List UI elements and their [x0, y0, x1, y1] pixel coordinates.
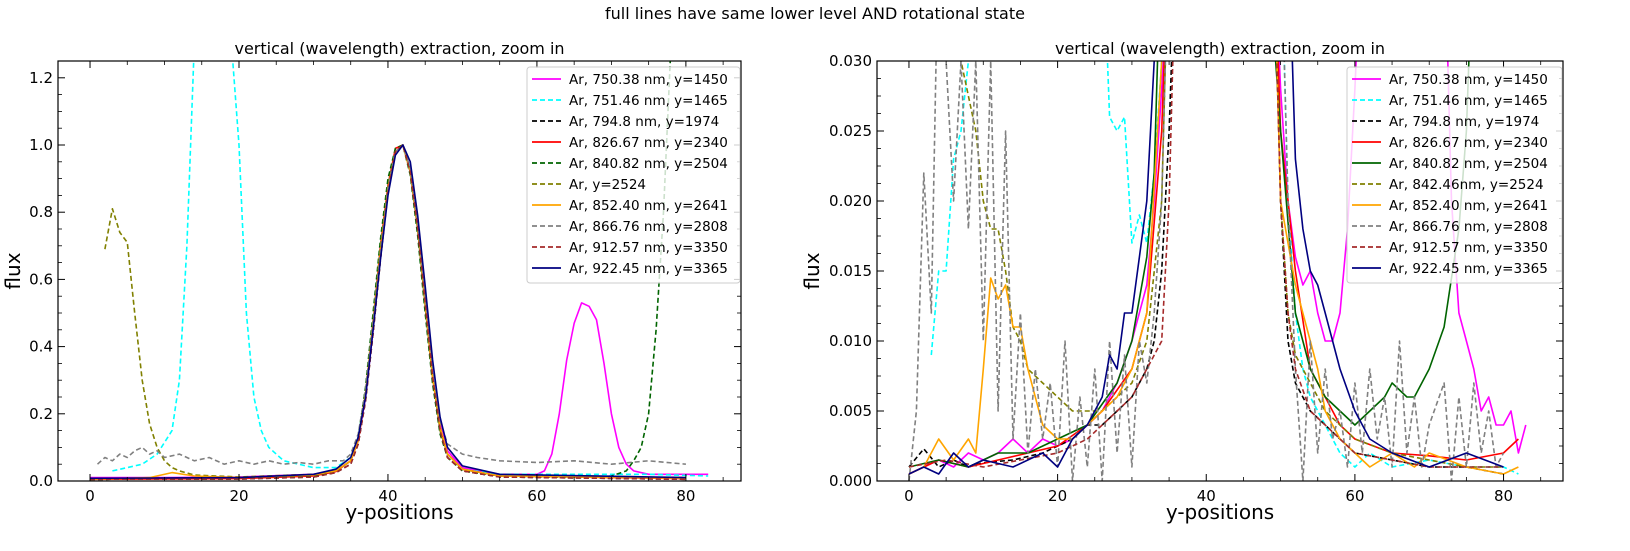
series-line-8	[96, 144, 686, 465]
legend-label: Ar, 852.40 nm, y=2641	[569, 198, 728, 214]
series-group	[908, 61, 1527, 481]
y-tick-label: 1.2	[29, 69, 53, 87]
legend-label: Ar, 922.45 nm, y=3365	[1389, 261, 1548, 277]
legend-label: Ar, 751.46 nm, y=1465	[569, 93, 728, 109]
series-line-6	[960, 61, 1504, 468]
series-line-10	[89, 144, 686, 480]
x-tick-label: 0	[904, 487, 914, 505]
legend-label: Ar, 751.46 nm, y=1465	[1389, 93, 1548, 109]
x-tick-label: 20	[1048, 487, 1067, 505]
axes-frame	[57, 60, 742, 482]
series-line-5	[908, 61, 1470, 468]
legend-label: Ar, 826.67 nm, y=2340	[569, 135, 728, 151]
legend-label: Ar, y=2524	[569, 177, 646, 193]
legend-label: Ar, 842.46nm, y=2524	[1389, 177, 1544, 193]
y-tick-label: 0.0	[29, 472, 53, 490]
y-tick-label: 0.020	[829, 192, 872, 210]
legend-label: Ar, 852.40 nm, y=2641	[1389, 198, 1548, 214]
legend-label: Ar, 840.82 nm, y=2504	[1389, 156, 1548, 172]
y-tick-label: 0.015	[829, 262, 872, 280]
y-axis-label: flux	[800, 252, 824, 289]
legend: Ar, 750.38 nm, y=1450 Ar, 751.46 nm, y=14…	[1346, 66, 1563, 284]
subplot-1: 0 20 40 60 80 0.0 0.2 0.4 0.6 0.8 1.0 1.2 vertical (…	[1, 39, 742, 524]
subplot-title: vertical (wavelength) extraction, zoom i…	[234, 39, 564, 58]
series-line-7	[908, 61, 1519, 475]
x-tick-label: 80	[1494, 487, 1513, 505]
series-group	[89, 61, 709, 481]
y-tick-label: 0.030	[829, 52, 872, 70]
x-tick-label: 80	[676, 487, 695, 505]
x-tick-label: 60	[1345, 487, 1364, 505]
series-line-10	[908, 61, 1504, 475]
x-tick-label: 0	[85, 487, 95, 505]
legend-label: Ar, 794.8 nm, y=1974	[569, 114, 719, 130]
series-line-9	[908, 61, 1504, 468]
legend: Ar, 750.38 nm, y=1450 Ar, 751.46 nm, y=14…	[526, 66, 741, 284]
y-tick-label: 1.0	[29, 136, 53, 154]
legend-box	[526, 66, 741, 284]
legend-label: Ar, 750.38 nm, y=1450	[569, 72, 728, 88]
x-tick-label: 40	[378, 487, 397, 505]
subplot-2: 0 20 40 60 80 0.000 0.005 0.010 0.015 0.020 0.025 0…	[800, 39, 1564, 524]
x-tick-label: 40	[1197, 487, 1216, 505]
legend-label: Ar, 750.38 nm, y=1450	[1389, 72, 1548, 88]
legend-label: Ar, 794.8 nm, y=1974	[1389, 114, 1539, 130]
legend-label: Ar, 840.82 nm, y=2504	[569, 156, 728, 172]
x-tick-label: 60	[527, 487, 546, 505]
series-line-8	[908, 61, 1505, 481]
y-axis-label: flux	[1, 252, 25, 289]
y-tick-label: 0.2	[29, 405, 53, 423]
legend-label: Ar, 912.57 nm, y=3350	[569, 240, 728, 256]
y-tick-label: 0.4	[29, 338, 53, 356]
y-tick-label: 0.6	[29, 270, 53, 288]
figure-suptitle: full lines have same lower level AND rot…	[605, 4, 1025, 23]
x-tick-label: 20	[229, 487, 248, 505]
legend-box	[1346, 66, 1563, 284]
legend-label: Ar, 912.57 nm, y=3350	[1389, 240, 1548, 256]
series-line-9	[89, 144, 686, 481]
subplot-title: vertical (wavelength) extraction, zoom i…	[1055, 39, 1385, 58]
x-axis-label: y-positions	[345, 500, 453, 524]
legend-label: Ar, 922.45 nm, y=3365	[569, 261, 728, 277]
legend-label: Ar, 866.76 nm, y=2808	[1389, 219, 1548, 235]
y-tick-label: 0.8	[29, 203, 53, 221]
x-axis-label: y-positions	[1166, 500, 1274, 524]
y-tick-label: 0.010	[829, 332, 872, 350]
legend-label: Ar, 826.67 nm, y=2340	[1389, 135, 1548, 151]
legend-label: Ar, 866.76 nm, y=2808	[569, 219, 728, 235]
y-tick-label: 0.005	[829, 402, 872, 420]
y-tick-label: 0.025	[829, 122, 872, 140]
y-tick-label: 0.000	[829, 472, 872, 490]
